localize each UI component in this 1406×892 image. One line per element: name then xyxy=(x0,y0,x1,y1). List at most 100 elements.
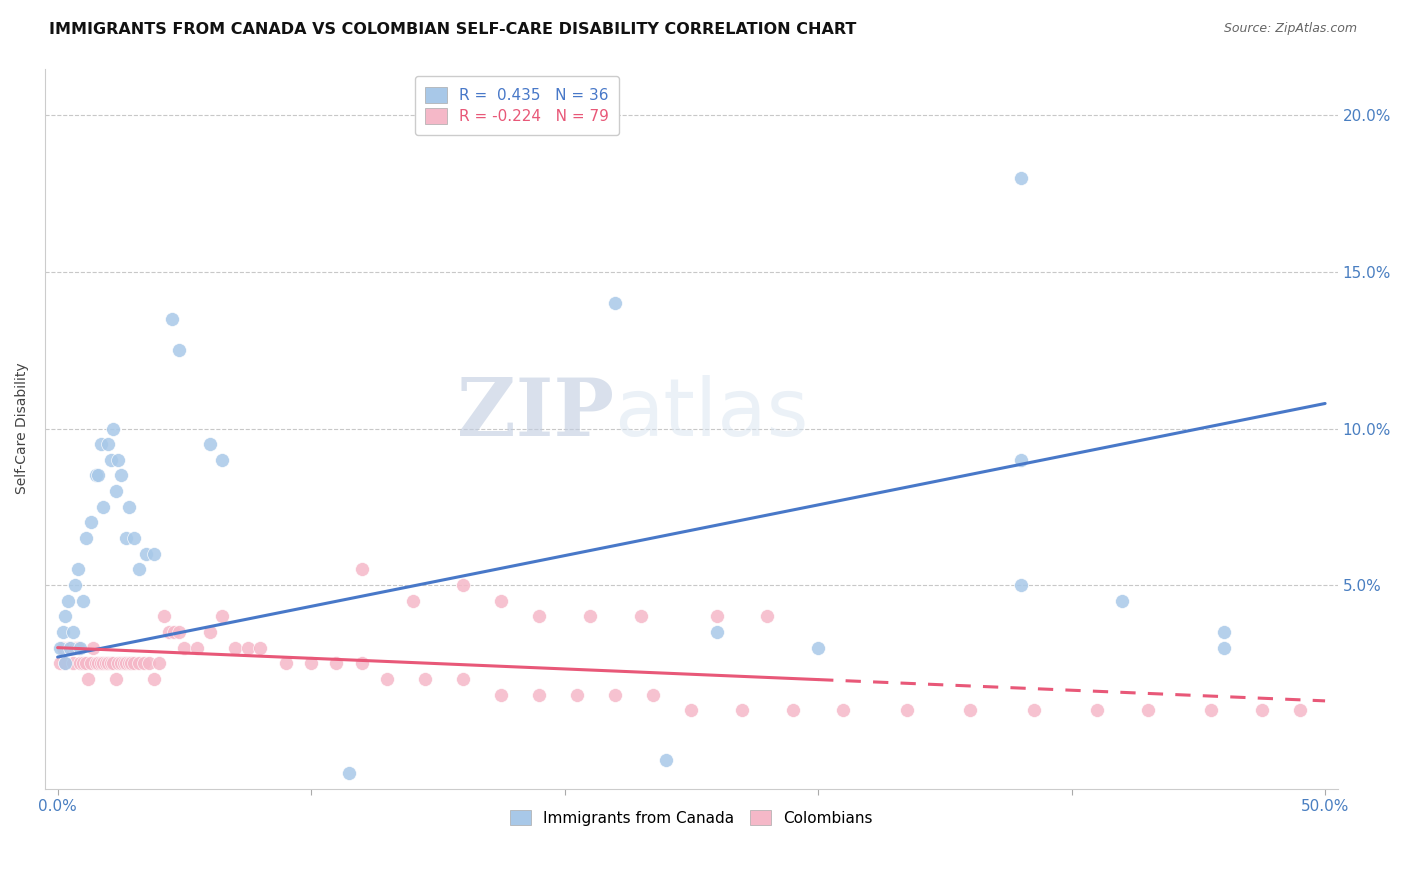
Point xyxy=(65,640,87,655)
Point xyxy=(1111,593,1133,607)
Point xyxy=(117,500,139,514)
Point xyxy=(103,421,125,435)
Point xyxy=(110,468,132,483)
Point xyxy=(84,468,107,483)
Point xyxy=(97,657,120,671)
Point xyxy=(567,688,589,702)
Point xyxy=(79,657,101,671)
Point xyxy=(79,516,101,530)
Point xyxy=(62,657,84,671)
Text: atlas: atlas xyxy=(614,376,808,453)
Point xyxy=(157,625,180,640)
Point xyxy=(115,657,138,671)
Point xyxy=(163,625,186,640)
Point xyxy=(807,640,830,655)
Point xyxy=(59,640,82,655)
Point xyxy=(249,640,271,655)
Point xyxy=(1288,703,1310,717)
Point xyxy=(160,312,183,326)
Point xyxy=(1212,640,1234,655)
Point xyxy=(198,625,221,640)
Point xyxy=(143,547,166,561)
Point xyxy=(132,657,155,671)
Point xyxy=(128,562,150,576)
Y-axis label: Self-Care Disability: Self-Care Disability xyxy=(15,363,30,494)
Point xyxy=(56,593,79,607)
Point xyxy=(122,657,145,671)
Point xyxy=(401,593,423,607)
Point xyxy=(82,640,104,655)
Point xyxy=(59,640,82,655)
Point xyxy=(66,562,89,576)
Point xyxy=(117,657,139,671)
Point xyxy=(84,657,107,671)
Point xyxy=(169,343,191,358)
Point xyxy=(529,609,551,624)
Point xyxy=(107,453,129,467)
Point xyxy=(1010,578,1032,592)
Point xyxy=(375,672,398,686)
Point xyxy=(87,657,110,671)
Point xyxy=(186,640,208,655)
Point xyxy=(69,640,91,655)
Point xyxy=(959,703,981,717)
Point xyxy=(1250,703,1272,717)
Point xyxy=(120,657,142,671)
Point xyxy=(87,468,110,483)
Point xyxy=(53,657,76,671)
Point xyxy=(77,672,100,686)
Legend: Immigrants from Canada, Colombians: Immigrants from Canada, Colombians xyxy=(501,800,882,835)
Point xyxy=(104,672,127,686)
Point xyxy=(115,531,138,545)
Point xyxy=(143,672,166,686)
Point xyxy=(605,688,627,702)
Point xyxy=(451,672,474,686)
Point xyxy=(211,609,233,624)
Point xyxy=(53,609,76,624)
Point xyxy=(1136,703,1159,717)
Point xyxy=(1199,703,1222,717)
Point xyxy=(100,453,122,467)
Point xyxy=(62,625,84,640)
Point xyxy=(1010,453,1032,467)
Point xyxy=(72,657,94,671)
Point xyxy=(153,609,176,624)
Point xyxy=(350,562,373,576)
Point xyxy=(104,484,127,499)
Point xyxy=(756,609,779,624)
Text: ZIP: ZIP xyxy=(457,376,614,453)
Point xyxy=(1022,703,1045,717)
Point xyxy=(731,703,754,717)
Point xyxy=(236,640,259,655)
Point xyxy=(148,657,170,671)
Point xyxy=(52,640,75,655)
Point xyxy=(128,657,150,671)
Point xyxy=(52,625,75,640)
Point xyxy=(107,657,129,671)
Point xyxy=(90,437,112,451)
Point xyxy=(49,657,72,671)
Point xyxy=(605,296,627,310)
Point xyxy=(103,657,125,671)
Point xyxy=(169,625,191,640)
Point xyxy=(110,657,132,671)
Point xyxy=(91,657,114,671)
Point xyxy=(1010,171,1032,186)
Point xyxy=(122,531,145,545)
Point xyxy=(112,657,135,671)
Point xyxy=(173,640,195,655)
Point xyxy=(1085,703,1108,717)
Text: Source: ZipAtlas.com: Source: ZipAtlas.com xyxy=(1223,22,1357,36)
Point xyxy=(832,703,855,717)
Point xyxy=(681,703,703,717)
Point xyxy=(224,640,246,655)
Point xyxy=(706,609,728,624)
Point xyxy=(706,625,728,640)
Point xyxy=(337,765,360,780)
Point xyxy=(350,657,373,671)
Point xyxy=(491,593,513,607)
Point xyxy=(299,657,322,671)
Point xyxy=(56,640,79,655)
Point xyxy=(49,640,72,655)
Point xyxy=(65,578,87,592)
